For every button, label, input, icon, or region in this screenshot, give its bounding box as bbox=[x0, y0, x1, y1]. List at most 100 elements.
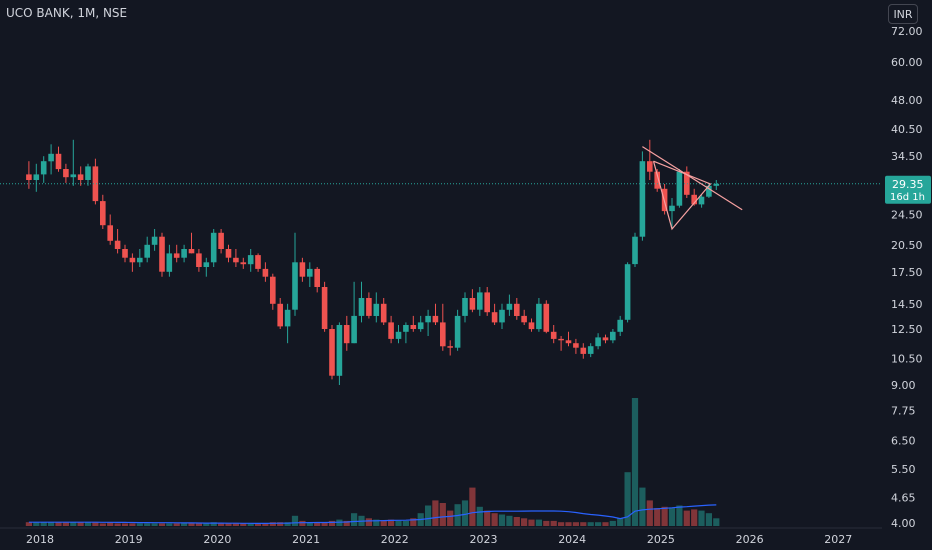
volume-bar bbox=[646, 500, 653, 526]
volume-bar bbox=[351, 513, 358, 526]
volume-bar bbox=[513, 517, 520, 526]
volume-moving-average bbox=[28, 504, 717, 525]
volume-bar bbox=[595, 522, 602, 526]
candle bbox=[122, 244, 128, 263]
volume-bar bbox=[48, 522, 55, 526]
candle bbox=[218, 229, 224, 254]
volume-bar bbox=[144, 523, 151, 526]
volume-bar bbox=[476, 506, 483, 526]
candle bbox=[521, 309, 527, 325]
candle bbox=[307, 262, 313, 287]
volume-bar bbox=[617, 518, 624, 526]
candle bbox=[558, 336, 564, 351]
candle bbox=[240, 257, 247, 269]
volume-bar bbox=[624, 472, 631, 526]
candle bbox=[388, 315, 394, 344]
price-tag-countdown: 16d 1h bbox=[890, 192, 925, 203]
price-axis[interactable]: 72.00 60.00 48.00 40.50 34.50 24.50 20.50 17.50… bbox=[882, 0, 932, 550]
price-tick-label: 40.50 bbox=[891, 123, 923, 136]
volume-bar bbox=[484, 510, 491, 526]
candle bbox=[469, 289, 476, 313]
currency-button[interactable]: INR bbox=[888, 4, 918, 24]
volume-bar bbox=[84, 522, 92, 526]
volume-bar bbox=[299, 520, 306, 526]
time-tick-label: 2025 bbox=[647, 533, 675, 546]
volume-bar bbox=[254, 523, 262, 526]
triangle-shape[interactable] bbox=[652, 160, 712, 231]
time-tick-label: 2020 bbox=[203, 533, 231, 546]
candle bbox=[499, 303, 505, 329]
volume-bar bbox=[506, 515, 513, 526]
volume-bar bbox=[306, 522, 313, 526]
candle bbox=[632, 232, 638, 267]
volume-bar bbox=[565, 522, 572, 526]
candle bbox=[196, 249, 202, 272]
volume-bar bbox=[365, 518, 372, 526]
price-tick-label: 6.50 bbox=[891, 434, 916, 447]
resistance-trendline[interactable] bbox=[642, 146, 743, 211]
volume-bar bbox=[388, 519, 395, 526]
volume-bar bbox=[291, 515, 299, 526]
volume-bar bbox=[631, 398, 639, 526]
time-axis[interactable]: 2018 2019 2020 2021 2022 2023 2024 2025 2026 2027 bbox=[0, 527, 932, 550]
volume-bar bbox=[432, 500, 439, 526]
volume-ma-line bbox=[28, 504, 717, 525]
candle bbox=[188, 232, 195, 254]
volume-bar bbox=[314, 522, 321, 526]
candle bbox=[403, 322, 409, 344]
volume-bar bbox=[602, 522, 609, 526]
volume-bar bbox=[158, 523, 166, 526]
candle bbox=[70, 139, 77, 186]
candle bbox=[329, 325, 335, 380]
candlestick-series bbox=[26, 139, 720, 385]
candle bbox=[173, 244, 180, 263]
volume-bar bbox=[240, 523, 247, 526]
candle bbox=[617, 315, 623, 336]
volume-bar bbox=[225, 523, 232, 526]
price-tick-label: 17.50 bbox=[891, 266, 923, 279]
candle bbox=[602, 334, 609, 344]
candle bbox=[225, 244, 232, 263]
volume-bar bbox=[232, 523, 239, 526]
candle bbox=[336, 322, 343, 385]
price-tick-label: 34.50 bbox=[891, 150, 923, 163]
volume-bar bbox=[676, 505, 683, 526]
time-tick-label: 2027 bbox=[824, 533, 852, 546]
volume-bar bbox=[62, 522, 69, 526]
volume-bar bbox=[277, 522, 284, 526]
volume-bar bbox=[668, 508, 676, 526]
volume-bar bbox=[210, 522, 217, 526]
candle bbox=[639, 151, 646, 241]
price-tick-label: 10.50 bbox=[891, 353, 923, 366]
candle bbox=[151, 229, 158, 251]
candle bbox=[462, 292, 468, 323]
price-tag-value: 29.35 bbox=[892, 178, 924, 191]
candle bbox=[114, 229, 121, 254]
volume-bar bbox=[498, 514, 506, 526]
candle bbox=[358, 281, 365, 323]
candle bbox=[698, 194, 705, 208]
candle bbox=[573, 338, 579, 354]
volume-bar bbox=[535, 519, 542, 526]
time-tick-label: 2024 bbox=[558, 533, 586, 546]
candle bbox=[55, 146, 62, 172]
price-tick-label: 9.00 bbox=[891, 379, 916, 392]
candle bbox=[454, 309, 461, 351]
time-tick-label: 2026 bbox=[736, 533, 764, 546]
volume-bar bbox=[395, 520, 402, 526]
volume-bar bbox=[188, 523, 195, 526]
candle bbox=[321, 281, 328, 332]
price-tick-label: 72.00 bbox=[891, 25, 923, 38]
volume-bar bbox=[262, 523, 269, 526]
volume-bar bbox=[33, 522, 40, 526]
triangle-pattern-drawing[interactable] bbox=[0, 146, 882, 231]
symbol-title[interactable]: UCO BANK, 1M, NSE bbox=[6, 6, 128, 20]
volume-bar bbox=[661, 506, 668, 526]
candle bbox=[314, 267, 320, 293]
candle bbox=[550, 325, 557, 344]
candle bbox=[277, 298, 283, 329]
candle bbox=[107, 214, 113, 245]
candle bbox=[380, 298, 387, 325]
candle bbox=[647, 139, 653, 180]
